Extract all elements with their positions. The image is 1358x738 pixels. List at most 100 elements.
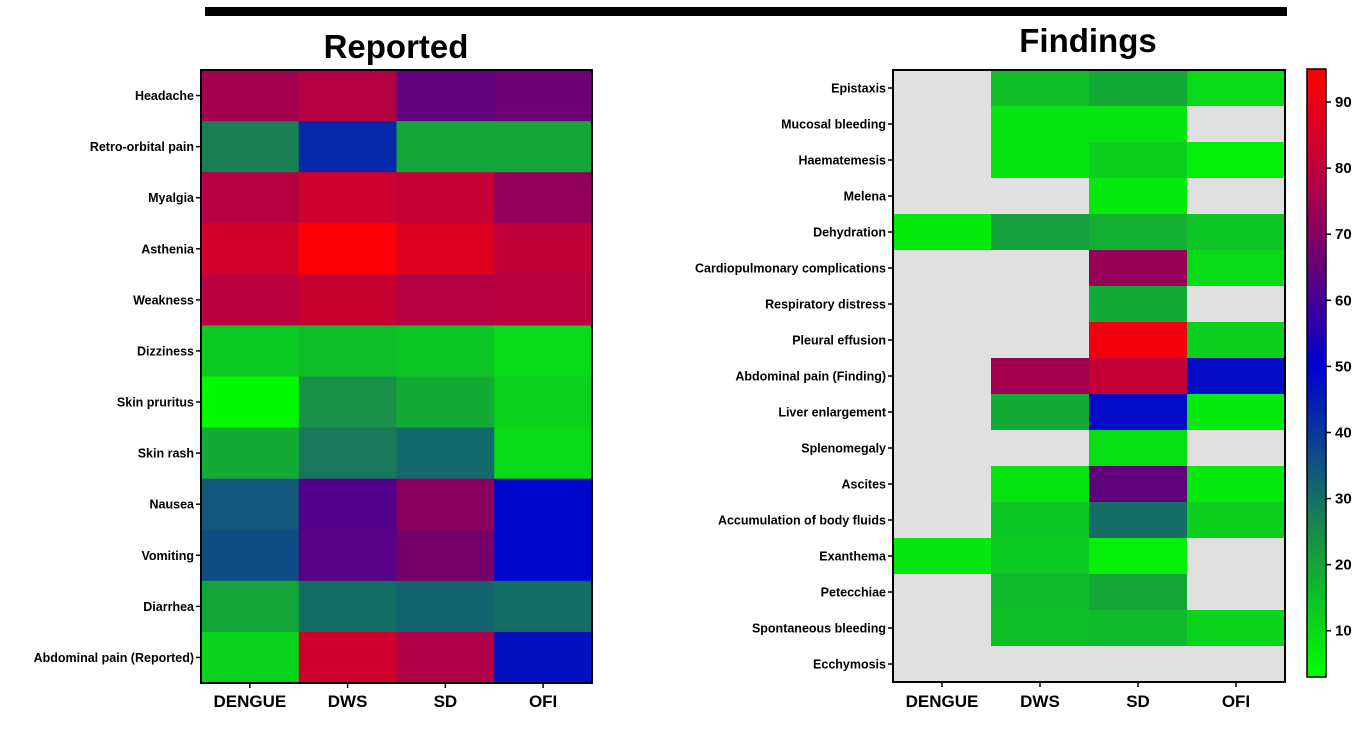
findings-cell-r15-c2 [1089, 610, 1188, 647]
findings-cell-r5-c2 [1089, 250, 1188, 287]
findings-cell-r15-c0 [893, 610, 992, 647]
findings-row-label: Exanthema [819, 550, 887, 564]
findings-cell-r2-c2 [1089, 142, 1188, 179]
findings-cell-r5-c1 [991, 250, 1090, 287]
findings-cell-r14-c3 [1187, 574, 1286, 611]
reported-cell-r4-c1 [298, 274, 397, 326]
reported-cell-r9-c0 [201, 529, 300, 582]
findings-cell-r3-c1 [991, 178, 1090, 215]
findings-cell-r3-c0 [893, 178, 992, 215]
reported-cell-r8-c0 [201, 478, 300, 531]
reported-cell-r10-c1 [298, 580, 397, 633]
findings-row-label: Ecchymosis [813, 658, 886, 672]
reported-cell-r7-c0 [201, 427, 300, 480]
findings-row-label: Petecchiae [821, 586, 886, 600]
reported-cell-r10-c3 [494, 580, 593, 633]
reported-cell-r4-c2 [396, 274, 495, 326]
findings-cell-r7-c2 [1089, 322, 1188, 359]
findings-cell-r2-c3 [1187, 142, 1286, 179]
findings-title: Findings [1019, 22, 1156, 59]
reported-row-label: Nausea [150, 498, 196, 512]
findings-cell-r4-c3 [1187, 214, 1286, 251]
reported-col-label: OFI [529, 692, 557, 711]
reported-cell-r11-c1 [298, 631, 397, 684]
reported-cell-r8-c3 [494, 478, 593, 531]
findings-cell-r16-c1 [991, 646, 1090, 683]
findings-cell-r8-c0 [893, 358, 992, 395]
colorbar-tick-label: 80 [1335, 160, 1352, 177]
findings-cell-r13-c1 [991, 538, 1090, 575]
reported-plot-border [200, 69, 593, 684]
findings-cell-r12-c0 [893, 502, 992, 539]
findings-cell-r7-c3 [1187, 322, 1286, 359]
reported-cell-r4-c0 [201, 274, 300, 326]
reported-row-label: Asthenia [141, 242, 195, 256]
reported-row-label: Dizziness [137, 344, 194, 358]
findings-cell-r9-c0 [893, 394, 992, 431]
reported-cell-r1-c1 [298, 121, 397, 173]
reported-cell-r9-c1 [298, 529, 397, 582]
reported-cell-r11-c2 [396, 631, 495, 684]
findings-row-label: Splenomegaly [801, 442, 886, 456]
reported-cell-r0-c1 [298, 70, 397, 122]
reported-row-label: Headache [135, 89, 194, 103]
findings-cell-r11-c3 [1187, 466, 1286, 503]
reported-cell-r3-c2 [396, 223, 495, 275]
reported-row-label: Skin rash [138, 447, 194, 461]
findings-col-label: SD [1126, 692, 1150, 711]
reported-row-label: Diarrhea [143, 600, 195, 614]
findings-cell-r1-c3 [1187, 106, 1286, 143]
colorbar-tick-label: 10 [1335, 623, 1352, 640]
findings-row-label: Liver enlargement [778, 406, 887, 420]
reported-cell-r11-c3 [494, 631, 593, 684]
top-bar [205, 7, 1287, 16]
reported-cell-r1-c0 [201, 121, 300, 173]
findings-cell-r2-c1 [991, 142, 1090, 179]
findings-cell-r10-c3 [1187, 430, 1286, 467]
findings-col-label: DENGUE [906, 692, 979, 711]
findings-cell-r4-c0 [893, 214, 992, 251]
reported-row-label: Abdominal pain (Reported) [34, 651, 194, 665]
findings-cell-r0-c3 [1187, 70, 1286, 107]
findings-cell-r13-c0 [893, 538, 992, 575]
colorbar-tick-label: 30 [1335, 491, 1352, 508]
reported-row-label: Retro-orbital pain [90, 140, 194, 154]
reported-row-label: Myalgia [148, 191, 195, 205]
findings-cell-r16-c0 [893, 646, 992, 683]
findings-cell-r6-c0 [893, 286, 992, 323]
reported-cell-r2-c3 [494, 172, 593, 224]
findings-cell-r16-c3 [1187, 646, 1286, 683]
findings-cell-r6-c1 [991, 286, 1090, 323]
findings-cell-r7-c0 [893, 322, 992, 359]
findings-panel: Findings Epistaxis Mucosal bleeding Haemat… [695, 22, 1286, 711]
findings-cell-r15-c3 [1187, 610, 1286, 647]
findings-row-label: Epistaxis [831, 82, 886, 96]
reported-cell-r0-c3 [494, 70, 593, 122]
findings-row-label: Abdominal pain (Finding) [735, 370, 886, 384]
reported-row-label: Weakness [133, 293, 194, 307]
findings-row-label: Cardiopulmonary complications [695, 262, 886, 276]
reported-title: Reported [324, 28, 469, 65]
colorbar: 10 20 30 40 50 60 70 80 90 [1306, 68, 1352, 678]
reported-cell-r9-c3 [494, 529, 593, 582]
reported-cell-r5-c0 [201, 325, 300, 377]
reported-cell-r10-c2 [396, 580, 495, 633]
reported-col-label: DENGUE [214, 692, 287, 711]
findings-cell-r9-c2 [1089, 394, 1188, 431]
reported-cell-r5-c1 [298, 325, 397, 377]
reported-col-label: DWS [328, 692, 368, 711]
findings-row-label: Dehydration [813, 226, 886, 240]
reported-cell-r6-c2 [396, 376, 495, 429]
findings-col-label: OFI [1222, 692, 1250, 711]
colorbar-tick-label: 40 [1335, 424, 1352, 441]
findings-cell-r3-c3 [1187, 178, 1286, 215]
reported-cell-r5-c2 [396, 325, 495, 377]
findings-row-label: Respiratory distress [765, 298, 886, 312]
reported-cell-r8-c2 [396, 478, 495, 531]
findings-cell-r1-c1 [991, 106, 1090, 143]
colorbar-tick-label: 20 [1335, 557, 1352, 574]
colorbar-tick-label: 90 [1335, 94, 1352, 111]
findings-cell-r12-c1 [991, 502, 1090, 539]
findings-cell-r13-c2 [1089, 538, 1188, 575]
reported-cell-r11-c0 [201, 631, 300, 684]
